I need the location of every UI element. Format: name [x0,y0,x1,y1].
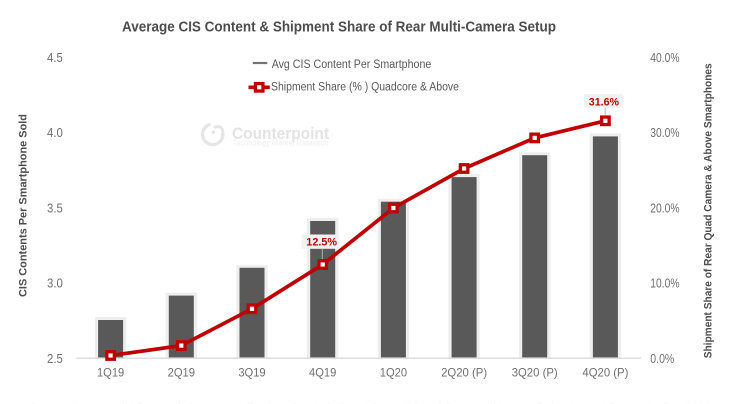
svg-text:12.5%: 12.5% [306,237,337,249]
svg-text:20.0%: 20.0% [650,200,680,215]
svg-text:Shipment Share of Rear Quad Ca: Shipment Share of Rear Quad Camera & Abo… [703,63,715,358]
svg-text:40.0%: 40.0% [650,50,680,65]
svg-text:2Q19: 2Q19 [168,366,196,380]
svg-text:3Q19: 3Q19 [238,366,266,380]
svg-text:3.5: 3.5 [47,200,63,215]
svg-text:31.6%: 31.6% [589,97,619,109]
svg-text:3Q20 (P): 3Q20 (P) [512,366,558,380]
svg-text:30.0%: 30.0% [650,125,680,140]
svg-text:CIS Contents Per Smartphone So: CIS Contents Per Smartphone Sold [18,114,30,297]
svg-text:3.0: 3.0 [47,276,63,291]
svg-text:1Q20: 1Q20 [380,366,408,380]
svg-text:Average CIS Content & Shipment: Average CIS Content & Shipment Share of … [122,20,556,36]
svg-text:Source: Counterpoint Research: Source: Counterpoint Research Component … [30,401,710,404]
svg-text:4.5: 4.5 [47,50,63,65]
svg-text:10.0%: 10.0% [650,276,680,291]
svg-text:4Q20 (P): 4Q20 (P) [582,366,628,380]
svg-text:4.0: 4.0 [47,125,63,140]
svg-text:2Q20 (P): 2Q20 (P) [441,366,487,380]
svg-text:2.5: 2.5 [47,351,63,366]
svg-text:Counterpoint: Counterpoint [232,124,329,143]
svg-text:0.0%: 0.0% [650,351,674,366]
svg-text:Avg CIS Content Per Smartphone: Avg CIS Content Per Smartphone [272,59,432,71]
svg-text:Shipment Share (% ) Quadcore &: Shipment Share (% ) Quadcore & Above [271,81,459,93]
svg-text:1Q19: 1Q19 [97,366,125,380]
svg-text:4Q19: 4Q19 [309,366,337,380]
svg-text:Technology Market Research: Technology Market Research [233,138,329,147]
